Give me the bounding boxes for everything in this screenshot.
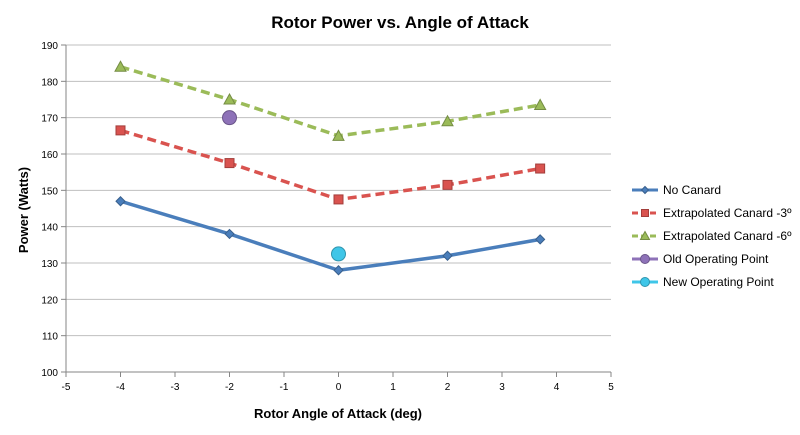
data-point-square: [224, 158, 235, 169]
x-tick-label: -5: [62, 382, 71, 393]
legend-label: New Operating Point: [663, 275, 774, 289]
x-tick-label: -2: [225, 382, 234, 393]
data-point-circle: [640, 254, 650, 264]
y-tick-label: 100: [41, 368, 58, 379]
x-tick-label: 4: [554, 382, 560, 393]
y-tick-label: 170: [41, 114, 58, 125]
y-tick-label: 150: [41, 186, 58, 197]
series-2: [115, 125, 546, 205]
series-4: [222, 110, 237, 126]
data-point-triangle: [533, 98, 547, 110]
x-tick-label: 3: [499, 382, 505, 393]
y-axis-label: Power (Watts): [16, 167, 31, 253]
legend-label: No Canard: [663, 183, 721, 197]
data-point-triangle: [114, 60, 127, 72]
y-tick-label: 130: [41, 259, 58, 270]
series-5: [331, 246, 346, 262]
data-point-square: [535, 163, 546, 174]
legend-item: Extrapolated Canard -3º: [632, 206, 792, 220]
legend-item: New Operating Point: [632, 275, 774, 289]
data-point-diamond: [333, 265, 344, 276]
x-tick-label: -4: [116, 382, 125, 393]
data-point-square: [115, 125, 126, 136]
series-1: [115, 196, 546, 276]
y-tick-label: 120: [41, 295, 58, 306]
y-tick-label: 180: [41, 77, 58, 88]
data-point-diamond: [224, 228, 235, 240]
series-3: [114, 60, 547, 141]
x-tick-label: 1: [390, 382, 396, 393]
series-line: [119, 199, 541, 273]
y-tick-label: 110: [42, 332, 58, 343]
x-tick-label: -3: [171, 382, 180, 393]
x-tick-label: 5: [608, 382, 614, 393]
legend-label: Extrapolated Canard -6º: [663, 229, 792, 243]
data-point-diamond: [640, 185, 650, 195]
data-point-circle: [331, 246, 346, 262]
data-point-triangle: [639, 230, 651, 240]
y-tick-label: 190: [41, 41, 58, 52]
data-point-triangle: [441, 114, 454, 127]
data-point-circle: [222, 110, 237, 126]
chart-title: Rotor Power vs. Angle of Attack: [271, 13, 529, 32]
legend-item: No Canard: [632, 183, 721, 197]
legend-label: Old Operating Point: [663, 252, 769, 266]
legend: No Canard Extrapolated Canard -3º Extrapol…: [632, 183, 792, 289]
x-tick-label: 0: [336, 382, 342, 393]
y-tick-label: 160: [41, 150, 58, 161]
legend-label: Extrapolated Canard -3º: [663, 206, 792, 220]
x-tick-label: 2: [445, 382, 451, 393]
y-tick-label: 140: [41, 223, 58, 234]
data-point-circle: [640, 277, 650, 287]
data-point-square: [442, 179, 453, 190]
x-tick-label: -1: [280, 382, 289, 393]
data-point-diamond: [115, 196, 126, 207]
x-axis-label: Rotor Angle of Attack (deg): [254, 406, 422, 421]
data-point-diamond: [442, 250, 453, 261]
data-point-square: [333, 194, 344, 205]
series-layer: [114, 60, 547, 276]
series-line: [119, 128, 541, 202]
data-point-diamond: [534, 234, 546, 245]
series-line: [119, 65, 541, 138]
grid: [66, 44, 611, 337]
data-point-triangle: [332, 129, 345, 141]
legend-item: Old Operating Point: [632, 252, 769, 266]
legend-item: Extrapolated Canard -6º: [632, 229, 792, 243]
data-point-triangle: [223, 92, 236, 105]
data-point-square: [641, 209, 649, 217]
